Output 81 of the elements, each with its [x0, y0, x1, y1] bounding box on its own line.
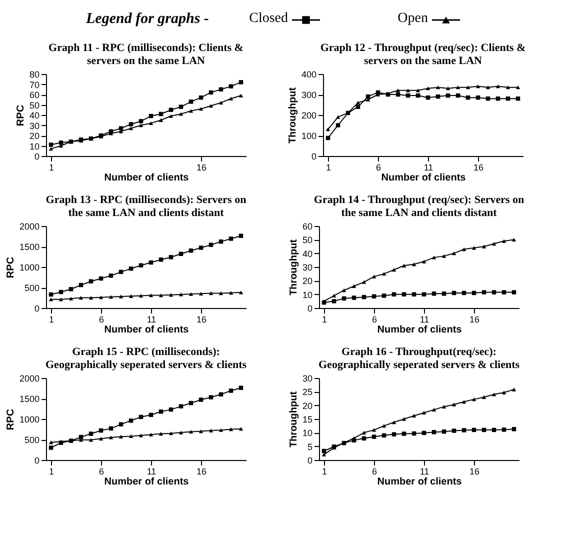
legend-label: Closed — [249, 11, 288, 26]
y-tick-label: 500 — [24, 283, 40, 293]
x-tick-label: 16 — [469, 466, 480, 476]
y-tick-label: 1000 — [19, 262, 40, 272]
x-tick-label: 16 — [196, 314, 207, 324]
x-tick-label: 6 — [98, 314, 104, 324]
x-axis-title: Number of clients — [104, 324, 190, 336]
y-axis-title: RPC — [5, 408, 16, 430]
y-tick-label: 25 — [302, 387, 312, 398]
y-tick-label: 1500 — [19, 242, 40, 252]
x-tick-label: 1 — [326, 162, 332, 172]
x-axis-title: Number of clients — [381, 172, 466, 184]
y-tick-label: 0 — [307, 304, 312, 314]
y-tick-label: 2000 — [19, 222, 40, 232]
y-tick-label: 20 — [302, 276, 312, 286]
chart-title: Graph 14 - Throughput (req/sec): Servers on the same LAN and clients distant — [314, 194, 524, 219]
y-tick-label: 30 — [302, 374, 312, 384]
x-tick-label: 1 — [322, 314, 328, 324]
y-tick-label: 1500 — [19, 394, 40, 404]
y-tick-label: 0 — [311, 152, 316, 162]
x-tick-label: 6 — [372, 314, 378, 324]
chart-title: Graph 11 - RPC (milliseconds): Clients & servers on the same LAN — [48, 42, 244, 67]
y-tick-label: 10 — [302, 428, 312, 438]
y-tick-label: 10 — [29, 141, 40, 152]
x-tick-label: 11 — [420, 466, 430, 476]
x-axis-title: Number of clients — [377, 324, 462, 336]
x-tick-label: 11 — [424, 162, 434, 172]
y-tick-label: 400 — [301, 70, 316, 80]
y-tick-label: 60 — [302, 222, 312, 232]
x-tick-label: 16 — [473, 162, 484, 172]
y-axis-title: Throughput — [288, 238, 300, 296]
y-tick-label: 30 — [302, 262, 312, 272]
y-tick-label: 0 — [307, 456, 312, 466]
x-tick-label: 1 — [48, 466, 54, 476]
y-tick-label: 100 — [301, 131, 316, 141]
y-axis-title: RPC — [15, 104, 26, 126]
x-tick-label: 11 — [146, 314, 156, 324]
x-axis-title: Number of clients — [104, 172, 190, 184]
legend-label: Open — [398, 11, 428, 26]
x-axis-title: Number of clients — [377, 476, 462, 488]
y-tick-label: 50 — [29, 100, 40, 110]
y-tick-label: 80 — [29, 70, 40, 80]
y-tick-label: 500 — [24, 435, 40, 445]
chart-title: Graph 16 - Throughput(req/sec): Geographically seperated servers & clients — [318, 346, 520, 371]
y-tick-label: 2000 — [19, 374, 40, 384]
y-tick-label: 30 — [29, 120, 40, 131]
y-tick-label: 1000 — [19, 414, 40, 424]
y-tick-label: 5 — [307, 442, 312, 452]
y-tick-label: 40 — [29, 110, 40, 120]
y-tick-label: 0 — [34, 152, 40, 162]
x-tick-label: 11 — [146, 466, 156, 476]
chart-title: Graph 15 - RPC (milliseconds): Geographically seperated servers & clients — [45, 346, 248, 371]
y-tick-label: 60 — [29, 90, 40, 100]
y-tick-label: 10 — [302, 290, 312, 300]
y-axis-title: RPC — [5, 256, 16, 278]
y-tick-label: 0 — [34, 456, 40, 466]
y-tick-label: 40 — [302, 248, 312, 259]
y-tick-label: 50 — [302, 235, 312, 246]
x-tick-label: 1 — [322, 466, 328, 476]
x-axis-title: Number of clients — [104, 476, 190, 488]
y-axis-title: Throughput — [287, 86, 298, 144]
x-tick-label: 16 — [196, 466, 207, 476]
y-tick-label: 20 — [29, 131, 40, 141]
y-tick-label: 0 — [34, 304, 40, 314]
x-tick-label: 6 — [372, 466, 378, 476]
y-axis-title: Throughput — [288, 390, 300, 448]
chart-title: Graph 12 - Throughput (req/sec): Clients & servers on the same LAN — [320, 42, 526, 67]
x-tick-label: 11 — [420, 314, 430, 324]
chart-title: Graph 13 - RPC (milliseconds): Servers on the same LAN and clients distant — [46, 194, 246, 219]
y-tick-label: 70 — [29, 80, 40, 90]
x-tick-label: 1 — [48, 162, 54, 172]
y-tick-label: 20 — [302, 400, 312, 411]
x-tick-label: 6 — [376, 162, 382, 172]
legend-title: Legend for graphs - — [85, 11, 209, 27]
x-tick-label: 16 — [469, 314, 480, 324]
y-tick-label: 300 — [301, 90, 316, 100]
y-tick-label: 200 — [301, 110, 316, 120]
x-tick-label: 6 — [98, 466, 104, 476]
x-tick-label: 1 — [48, 314, 54, 324]
y-tick-label: 15 — [302, 414, 312, 424]
x-tick-label: 16 — [196, 162, 207, 172]
